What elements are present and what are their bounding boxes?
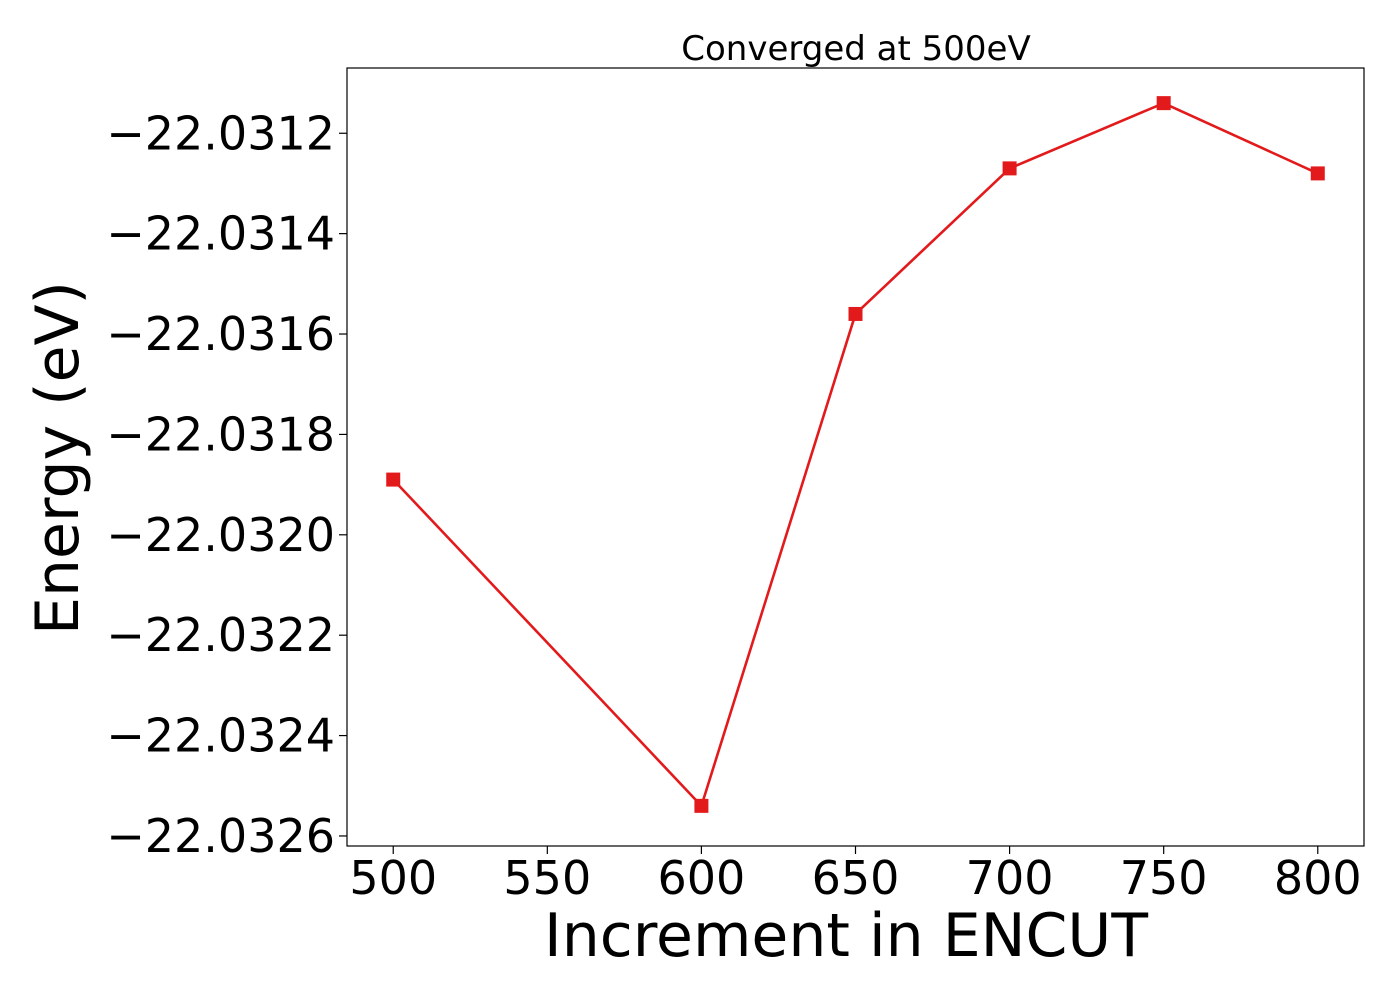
x-tick-label: 700 bbox=[966, 851, 1054, 905]
series-line bbox=[392, 101, 1319, 808]
data-point-marker bbox=[1002, 161, 1017, 176]
x-tick-label: 600 bbox=[658, 851, 746, 905]
y-tick-label: −22.0318 bbox=[106, 407, 335, 461]
y-tick-label: −22.0322 bbox=[106, 608, 335, 662]
y-axis-ticks: −22.0312 −22.0314 −22.0316 −22.0318 −22.0320… bbox=[106, 106, 347, 863]
series-layer bbox=[386, 96, 1325, 813]
x-tick-label: 550 bbox=[503, 851, 591, 905]
x-axis-ticks: 500 550 600 650 700 750 800 bbox=[349, 846, 1362, 905]
chart-title: Converged at 500eV bbox=[681, 29, 1030, 69]
y-tick-label: −22.0316 bbox=[106, 307, 335, 361]
x-tick-label: 500 bbox=[349, 851, 437, 905]
data-point-marker bbox=[848, 306, 863, 321]
y-tick-label: −22.0324 bbox=[106, 709, 335, 763]
y-tick-label: −22.0314 bbox=[106, 207, 335, 261]
y-tick-label: −22.0326 bbox=[106, 809, 335, 863]
x-tick-label: 750 bbox=[1120, 851, 1208, 905]
y-axis-label: Energy (eV) bbox=[23, 281, 93, 635]
x-axis-label: Increment in ENCUT bbox=[544, 901, 1148, 971]
data-point-marker bbox=[1310, 166, 1325, 181]
data-point-marker bbox=[694, 798, 709, 813]
plot-area-frame bbox=[346, 67, 1365, 847]
data-point-marker bbox=[386, 472, 401, 487]
x-tick-label: 650 bbox=[812, 851, 900, 905]
y-tick-label: −22.0320 bbox=[106, 508, 335, 562]
data-point-marker bbox=[1156, 96, 1171, 111]
x-tick-label: 800 bbox=[1274, 851, 1362, 905]
y-tick-label: −22.0312 bbox=[106, 106, 335, 160]
